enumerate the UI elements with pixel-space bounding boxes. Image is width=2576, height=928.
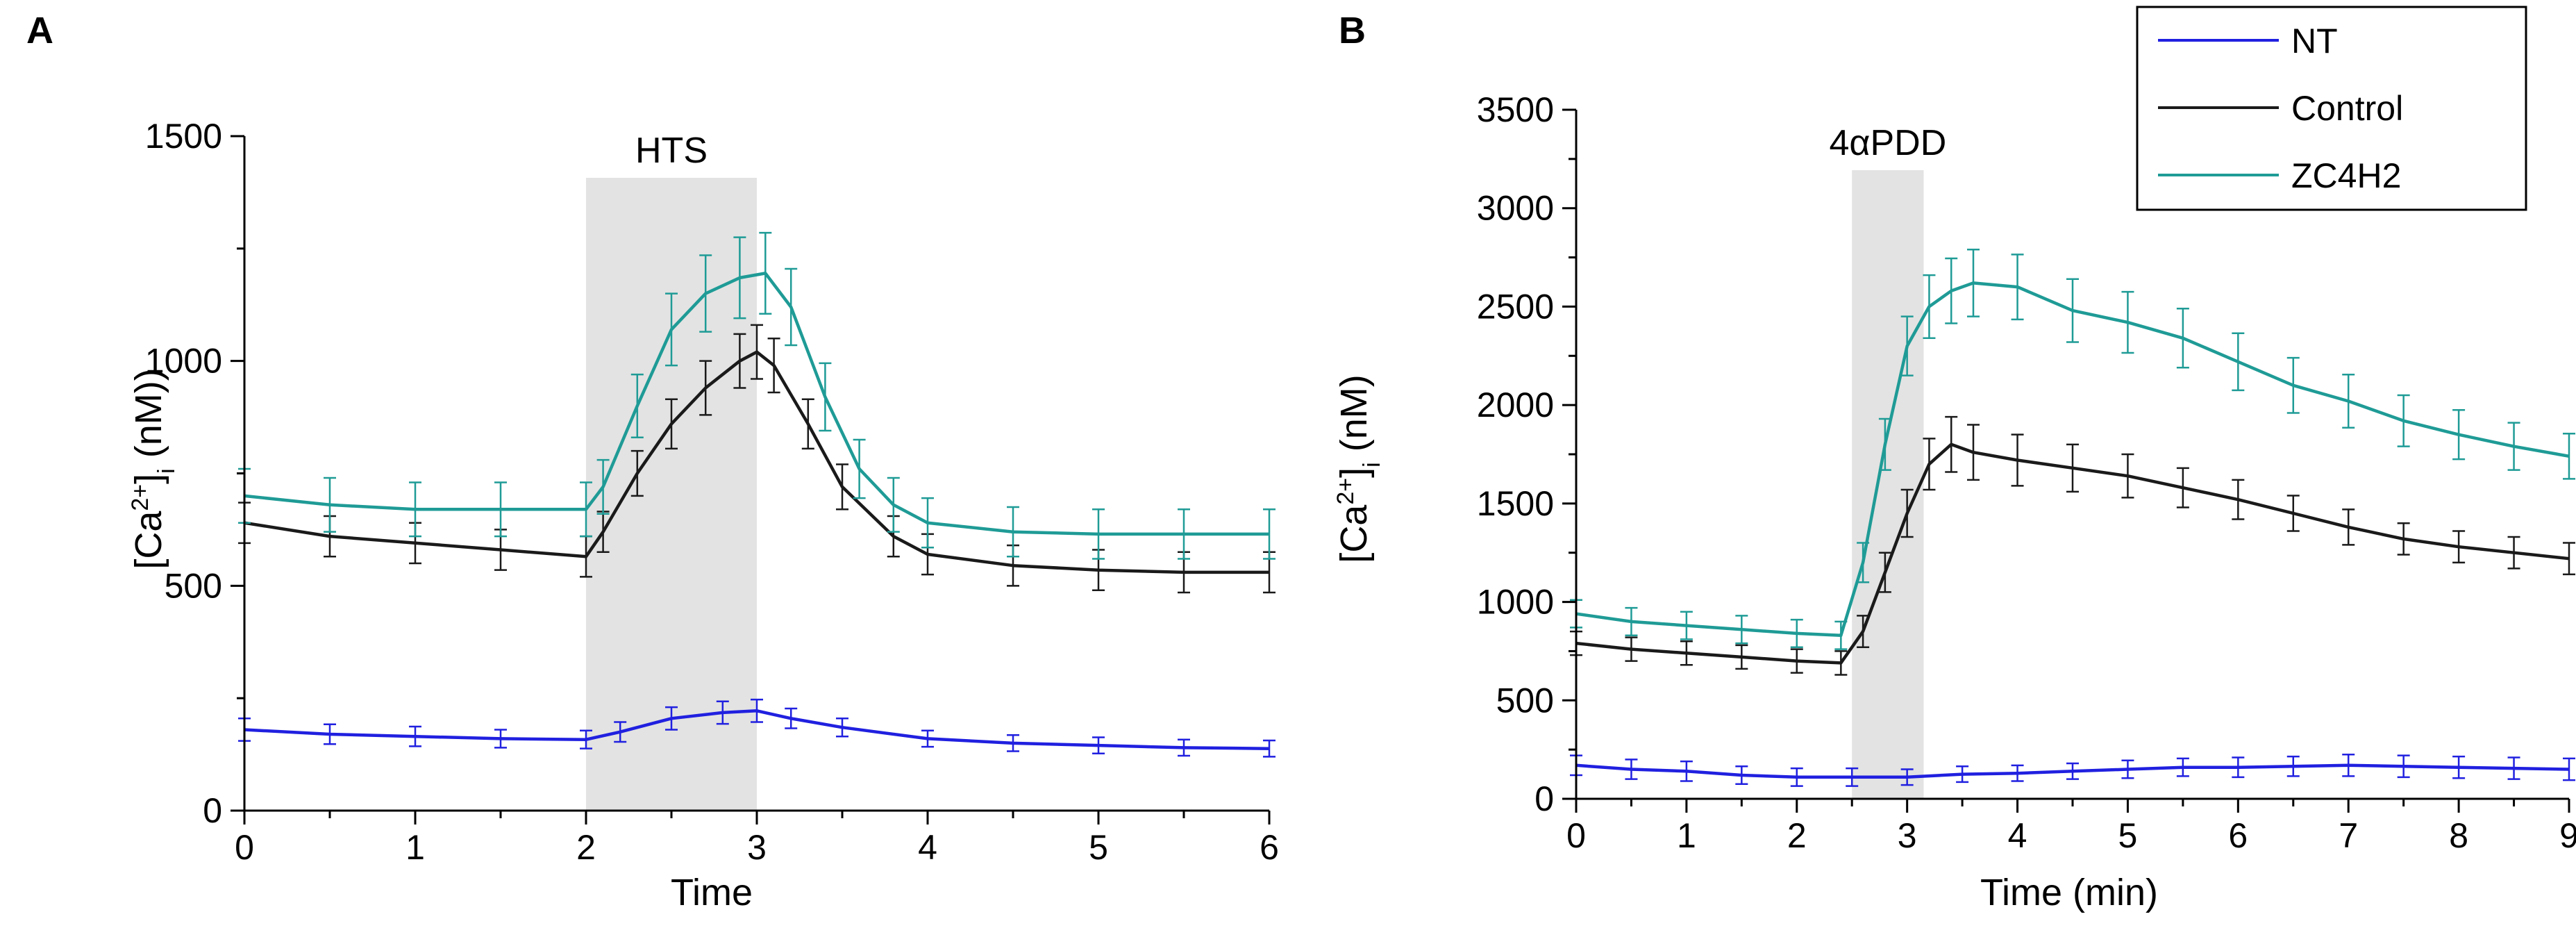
panel-a-ylabel-sup: 2+ <box>127 484 153 511</box>
panel-b-series-group <box>1570 248 2575 787</box>
panel-a-ylabel-main: [Ca <box>128 511 169 570</box>
panel-b-ylabel-main: [Ca <box>1333 504 1375 563</box>
panel-a-series-group <box>238 231 1276 758</box>
panel-b-ylabel-sup: 2+ <box>1332 478 1359 505</box>
panel-b-y-tick-label: 500 <box>1496 681 1554 720</box>
panel-a-stimulus-label: HTS <box>635 131 708 171</box>
panel-a-x-tick-label: 2 <box>576 828 596 867</box>
panel-a-x-tick-label: 1 <box>405 828 425 867</box>
panel-b-y-tick-label: 2500 <box>1477 287 1554 326</box>
panel-b-y-tick-label: 3000 <box>1477 189 1554 228</box>
legend-label-control: Control <box>2291 89 2403 128</box>
panel-a-x-tick-label: 6 <box>1260 828 1279 867</box>
panel-b-label: B <box>1339 10 1366 51</box>
panel-b-axes: 0 1 2 3 4 5 6 7 8 9 0 500 1000 1500 2000 2500 3000 3500 <box>1477 90 2576 855</box>
panel-b-y-tick-label: 3500 <box>1477 90 1554 129</box>
panel-a-x-axis-title: Time <box>671 872 753 913</box>
panel-b-y-tick-label: 1500 <box>1477 484 1554 523</box>
legend-label-nt: NT <box>2291 22 2338 60</box>
panel-b-x-tick-label: 0 <box>1566 816 1586 855</box>
panel-b-x-tick-label: 2 <box>1787 816 1807 855</box>
panel-b-y-tick-label: 2000 <box>1477 386 1554 424</box>
panel-a-series-zc4h2 <box>244 272 1269 536</box>
panel-b-x-tick-label: 1 <box>1677 816 1696 855</box>
panel-b: B 4αPDD 0 1 2 3 4 5 6 7 8 9 0 500 1000 1500 2000 2500 30… <box>1332 6 2576 913</box>
panel-b-x-axis-title: Time (min) <box>1980 872 2158 913</box>
panel-b-y-tick-label: 1000 <box>1477 583 1554 622</box>
panel-b-stimulus-label: 4αPDD <box>1829 123 1946 163</box>
panel-b-stimulus-band <box>1852 170 1924 799</box>
panel-b-x-tick-label: 6 <box>2228 816 2248 855</box>
panel-b-x-tick-label: 9 <box>2559 816 2576 855</box>
panel-a-y-tick-label: 1500 <box>145 117 222 156</box>
panel-a-ylabel-close: ] <box>128 474 169 484</box>
panel-a-series-nt <box>244 709 1270 750</box>
panel-a-axes: 0 1 2 3 4 5 6 0 500 1000 1500 <box>145 117 1279 867</box>
panel-a-ylabel-unit: (nM)) <box>128 368 169 468</box>
panel-a-series-control <box>244 350 1269 574</box>
panel-a-y-axis-title: [Ca2+]i (nM)) <box>127 368 180 569</box>
panel-a-label: A <box>26 10 53 51</box>
panel-b-x-tick-label: 3 <box>1898 816 1917 855</box>
panel-a-y-tick-label: 0 <box>203 791 222 830</box>
panel-b-series-zc4h2 <box>1575 281 2570 638</box>
panel-a-y-tick-label: 1000 <box>145 342 222 381</box>
panel-a-x-tick-label: 3 <box>747 828 767 867</box>
panel-b-y-tick-label: 0 <box>1534 779 1554 818</box>
legend: NT Control ZC4H2 <box>2136 6 2527 211</box>
panel-a-x-tick-label: 0 <box>235 828 254 867</box>
panel-b-series-control <box>1575 442 2570 665</box>
panel-b-ylabel-unit: (nM) <box>1333 374 1375 462</box>
panel-a-x-tick-label: 4 <box>918 828 937 867</box>
panel-b-series-nt <box>1575 763 2570 779</box>
panel-b-ylabel-sub: i <box>1359 462 1385 467</box>
panel-a-y-tick-label: 500 <box>165 566 222 605</box>
panel-b-x-tick-label: 5 <box>2118 816 2138 855</box>
panel-b-ylabel-close: ] <box>1333 467 1375 478</box>
panel-a-ylabel-sub: i <box>153 468 180 474</box>
legend-label-zc4h2: ZC4H2 <box>2291 156 2401 195</box>
panel-b-x-tick-label: 8 <box>2449 816 2468 855</box>
panel-a: A HTS 0 1 2 3 4 5 6 0 500 1000 1500 Time [Ca2+]i (… <box>26 10 1279 913</box>
panel-b-x-tick-label: 7 <box>2339 816 2358 855</box>
panel-a-x-tick-label: 5 <box>1089 828 1108 867</box>
panel-b-y-axis-title: [Ca2+]i (nM) <box>1332 374 1385 563</box>
panel-b-x-tick-label: 4 <box>2008 816 2027 855</box>
